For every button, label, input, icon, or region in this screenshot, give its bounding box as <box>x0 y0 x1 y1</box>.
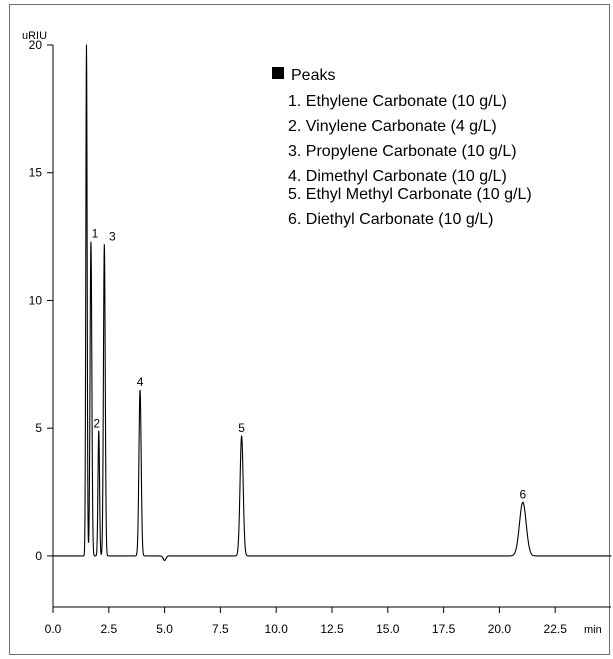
x-axis-tick-label: 2.5 <box>100 622 117 636</box>
y-axis-tick-label: 0 <box>35 549 42 563</box>
x-axis-tick-label: 22.5 <box>544 622 568 636</box>
peak-label: 3 <box>109 229 116 243</box>
chromatogram-trace <box>52 44 612 562</box>
legend-item: 3. Propylene Carbonate (10 g/L) <box>288 143 517 160</box>
x-axis-tick-label: 5.0 <box>156 622 173 636</box>
peak-label: 1 <box>92 227 99 241</box>
peak-labels: 1 2 3 4 5 6 <box>92 227 527 502</box>
x-axis-tick-label: 17.5 <box>432 622 456 636</box>
x-axis-tick-label: 10.0 <box>265 622 289 636</box>
legend-item: 5. Ethyl Methyl Carbonate (10 g/L) <box>288 186 532 203</box>
legend-marker <box>272 67 284 79</box>
x-axis-ticks: 0.0 2.5 5.0 7.5 10.0 12.5 15.0 17.5 20.0 22.5 <box>45 607 568 636</box>
y-axis-unit-label: uRIU <box>22 30 47 42</box>
legend-title: Peaks <box>291 67 335 84</box>
chart-frame <box>9 4 610 655</box>
y-axis-ticks: 0 5 10 15 20 <box>29 38 53 563</box>
y-axis-tick-label: 15 <box>29 166 43 180</box>
x-axis-unit-label: min <box>584 624 602 636</box>
legend-item: 2. Vinylene Carbonate (4 g/L) <box>288 118 497 135</box>
legend-item: 4. Dimethyl Carbonate (10 g/L) <box>288 168 507 185</box>
legend: Peaks 1. Ethylene Carbonate (10 g/L) 2. … <box>272 67 532 228</box>
x-axis-tick-label: 15.0 <box>376 622 400 636</box>
legend-item: 1. Ethylene Carbonate (10 g/L) <box>288 93 507 110</box>
y-axis-tick-label: 5 <box>35 421 42 435</box>
x-axis-tick-label: 12.5 <box>320 622 344 636</box>
peak-label: 6 <box>519 487 526 501</box>
y-axis-tick-label: 20 <box>29 38 43 52</box>
legend-item: 6. Diethyl Carbonate (10 g/L) <box>288 211 493 228</box>
x-axis-tick-label: 0.0 <box>45 622 62 636</box>
peak-label: 4 <box>137 375 144 389</box>
peak-label: 2 <box>93 417 100 431</box>
peak-label: 5 <box>238 421 245 435</box>
x-axis-tick-label: 20.0 <box>488 622 512 636</box>
x-axis-tick-label: 7.5 <box>212 622 229 636</box>
y-axis-tick-label: 10 <box>29 293 43 307</box>
